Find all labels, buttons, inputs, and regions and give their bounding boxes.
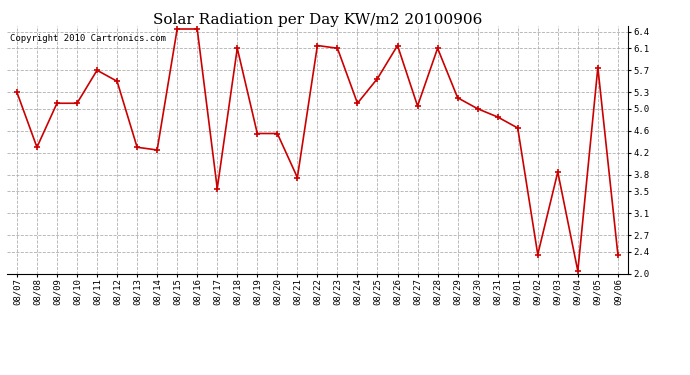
Text: Copyright 2010 Cartronics.com: Copyright 2010 Cartronics.com (10, 34, 166, 43)
Text: Solar Radiation per Day KW/m2 20100906: Solar Radiation per Day KW/m2 20100906 (152, 13, 482, 27)
